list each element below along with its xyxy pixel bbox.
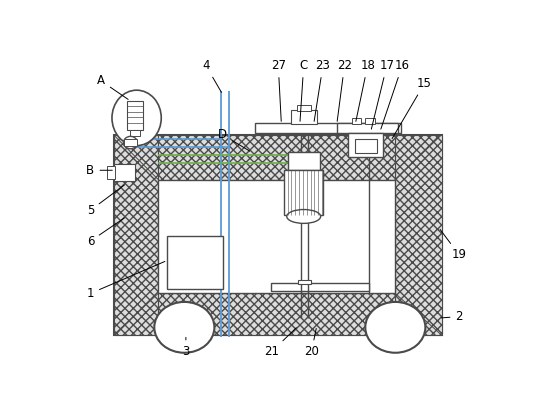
- Bar: [113, 164, 135, 181]
- Bar: [107, 166, 115, 179]
- Bar: [285, 170, 323, 215]
- Text: D: D: [218, 128, 249, 151]
- Text: C: C: [300, 59, 308, 121]
- Ellipse shape: [365, 302, 426, 353]
- Bar: [355, 139, 377, 153]
- Bar: [158, 135, 395, 179]
- Bar: [348, 132, 383, 157]
- Text: 18: 18: [356, 59, 375, 122]
- Bar: [298, 279, 310, 284]
- Ellipse shape: [124, 136, 137, 149]
- Text: 27: 27: [271, 59, 286, 121]
- Bar: [337, 123, 399, 132]
- Bar: [130, 130, 140, 136]
- Text: 4: 4: [202, 59, 221, 92]
- Text: 19: 19: [440, 230, 467, 262]
- Bar: [124, 139, 137, 146]
- Bar: [255, 123, 401, 132]
- Text: 3: 3: [182, 337, 190, 358]
- Text: 17: 17: [372, 59, 394, 129]
- Text: 21: 21: [264, 328, 296, 358]
- Bar: [365, 118, 375, 124]
- Text: 6: 6: [86, 218, 124, 247]
- Bar: [287, 152, 320, 170]
- Bar: [127, 101, 143, 130]
- Bar: [297, 105, 310, 111]
- Ellipse shape: [287, 209, 321, 224]
- Text: 1: 1: [86, 262, 165, 300]
- Bar: [113, 135, 442, 335]
- Bar: [291, 110, 317, 124]
- Bar: [158, 294, 395, 335]
- Bar: [352, 118, 361, 124]
- Text: 22: 22: [337, 59, 352, 122]
- Text: 16: 16: [381, 59, 410, 129]
- Bar: [271, 284, 369, 291]
- Text: 15: 15: [392, 77, 432, 139]
- Text: 23: 23: [314, 59, 330, 122]
- Bar: [167, 237, 223, 289]
- Text: 20: 20: [304, 328, 319, 358]
- Ellipse shape: [154, 302, 214, 353]
- Text: 5: 5: [87, 185, 124, 217]
- Text: B: B: [86, 164, 112, 177]
- Text: 2: 2: [441, 310, 463, 323]
- Bar: [113, 135, 158, 335]
- Bar: [158, 179, 395, 294]
- Ellipse shape: [112, 90, 161, 146]
- Text: A: A: [97, 75, 128, 99]
- Bar: [395, 135, 442, 335]
